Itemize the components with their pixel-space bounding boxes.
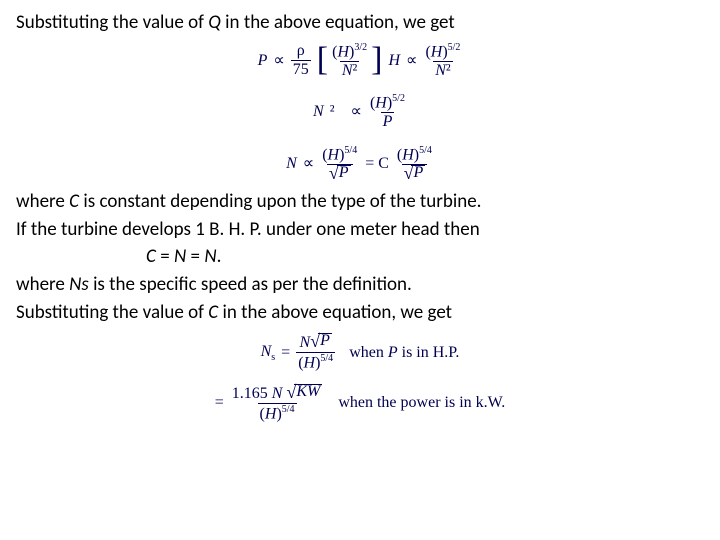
- intro-line-1: Substituting the value of Q in the above…: [16, 10, 704, 36]
- substituting-C-line: Substituting the value of C in the above…: [16, 300, 704, 326]
- eq5-note: when the power is in k.W.: [338, 394, 505, 412]
- equation-2: N² ∝ (H)5/2 P: [16, 93, 704, 131]
- equation-3: N ∝ (H)5/4 √P = C (H)5/4 √P: [16, 145, 704, 184]
- where-C-line: where C is constant depending upon the t…: [16, 189, 704, 215]
- equation-1: P ∝ ρ 75 [ (H)3/2 N² ] H ∝ (H)5/2 N²: [16, 42, 704, 80]
- var-C: C: [69, 190, 79, 213]
- equation-5: = 1.165 N √KW (H)5/4 when the power is i…: [16, 384, 704, 423]
- c-eq-n-line: C = N = N.: [16, 244, 704, 270]
- var-Q: Q: [208, 11, 221, 34]
- turbine-develops-line: If the turbine develops 1 B. H. P. under…: [16, 217, 704, 243]
- equation-4: Ns = N√P (H)5/4 when P is in H.P.: [16, 333, 704, 372]
- eq4-note: when P is in H.P.: [349, 344, 459, 362]
- where-Ns-line: where Ns is the specific speed as per th…: [16, 272, 704, 298]
